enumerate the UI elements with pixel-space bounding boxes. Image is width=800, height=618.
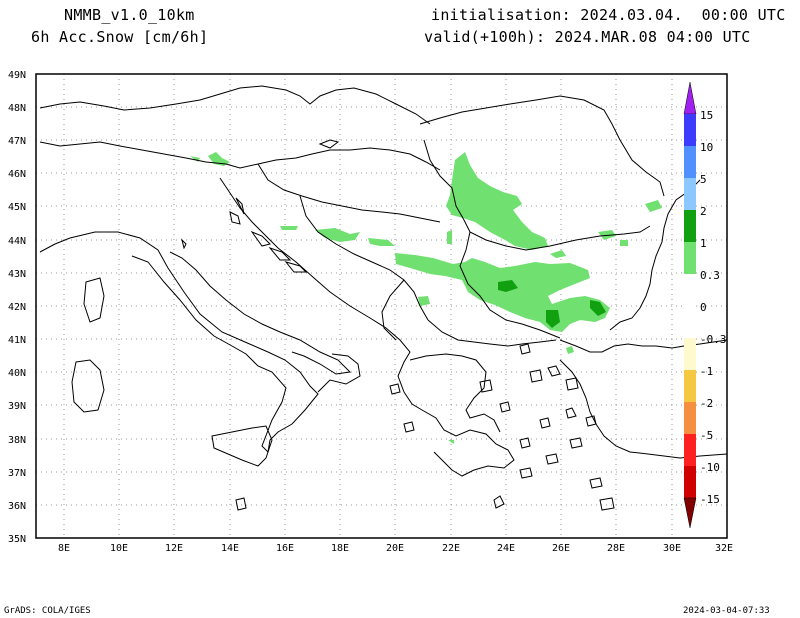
lon-label: 22E (442, 543, 460, 554)
render-timestamp: 2024-03-04-07:33 (683, 606, 770, 616)
colorbar-segment (684, 370, 696, 402)
colorbar-label: 0.3 (700, 269, 720, 282)
lon-label: 14E (221, 543, 239, 554)
colorbar-segment (684, 434, 696, 466)
lat-label: 49N (8, 70, 26, 81)
colorbar-label: -2 (700, 397, 713, 410)
lat-label: 45N (8, 202, 26, 213)
lon-label: 20E (386, 543, 404, 554)
lon-label: 12E (165, 543, 183, 554)
valid-time: valid(+100h): 2024.MAR.08 04:00 UTC (424, 28, 751, 46)
lat-label: 40N (8, 368, 26, 379)
lat-label: 43N (8, 269, 26, 280)
colorbar-segment (684, 146, 696, 178)
coastlines-and-borders (39, 85, 728, 511)
lon-label: 26E (552, 543, 570, 554)
colorbar-segment (684, 306, 696, 338)
colorbar-label: 5 (700, 173, 707, 186)
colorbar-label: -1 (700, 365, 713, 378)
lon-label: 28E (607, 543, 625, 554)
colorbar-label: 0 (700, 301, 707, 314)
lat-label: 36N (8, 501, 26, 512)
colorbar-label: 10 (700, 141, 713, 154)
lon-label: 18E (331, 543, 349, 554)
model-name: NMMB_v1.0_10km (64, 6, 195, 24)
colorbar-bottom-arrow (683, 497, 697, 529)
initialisation-time: initialisation: 2024.03.04. 00:00 UTC (431, 6, 786, 24)
colorbar-label: -15 (700, 493, 720, 506)
lat-label: 39N (8, 401, 26, 412)
colorbar-segment (684, 242, 696, 274)
colorbar-segment (684, 274, 696, 306)
map-frame (35, 73, 728, 539)
snow-medium-areas (498, 280, 606, 328)
colorbar-label: -0.3 (700, 333, 727, 346)
colorbar-segment (684, 114, 696, 146)
lat-label: 46N (8, 169, 26, 180)
lon-label: 16E (276, 543, 294, 554)
map-panel (35, 73, 728, 539)
colorbar-segment (684, 210, 696, 242)
colorbar-segment (684, 338, 696, 370)
variable-title: 6h Acc.Snow [cm/6h] (31, 28, 209, 46)
colorbar-label: 2 (700, 205, 707, 218)
colorbar-label: 1 (700, 237, 707, 250)
lon-label: 10E (110, 543, 128, 554)
lat-label: 38N (8, 435, 26, 446)
colorbar-segment (684, 178, 696, 210)
latitude-labels: 49N 48N 47N 46N 45N 44N 43N 42N 41N 40N … (8, 70, 26, 545)
lat-label: 37N (8, 468, 26, 479)
colorbar: 15 10 5 2 1 0.3 0 -0.3 -1 -2 -5 -10 -15 (683, 81, 727, 529)
lat-label: 35N (8, 534, 26, 545)
map-grid (36, 74, 727, 538)
longitude-labels: 8E 10E 12E 14E 16E 18E 20E 22E 24E 26E 2… (58, 543, 733, 554)
lon-label: 24E (497, 543, 515, 554)
lon-label: 30E (663, 543, 681, 554)
lat-label: 47N (8, 136, 26, 147)
grads-credit: GrADS: COLA/IGES (4, 606, 91, 616)
colorbar-segment (684, 466, 696, 498)
lat-label: 44N (8, 236, 26, 247)
lon-label: 32E (715, 543, 733, 554)
lon-label: 8E (58, 543, 70, 554)
colorbar-label: -10 (700, 461, 720, 474)
lat-label: 48N (8, 103, 26, 114)
colorbar-label: 15 (700, 109, 713, 122)
lat-label: 41N (8, 335, 26, 346)
lat-label: 42N (8, 302, 26, 313)
colorbar-segment (684, 402, 696, 434)
colorbar-label: -5 (700, 429, 713, 442)
